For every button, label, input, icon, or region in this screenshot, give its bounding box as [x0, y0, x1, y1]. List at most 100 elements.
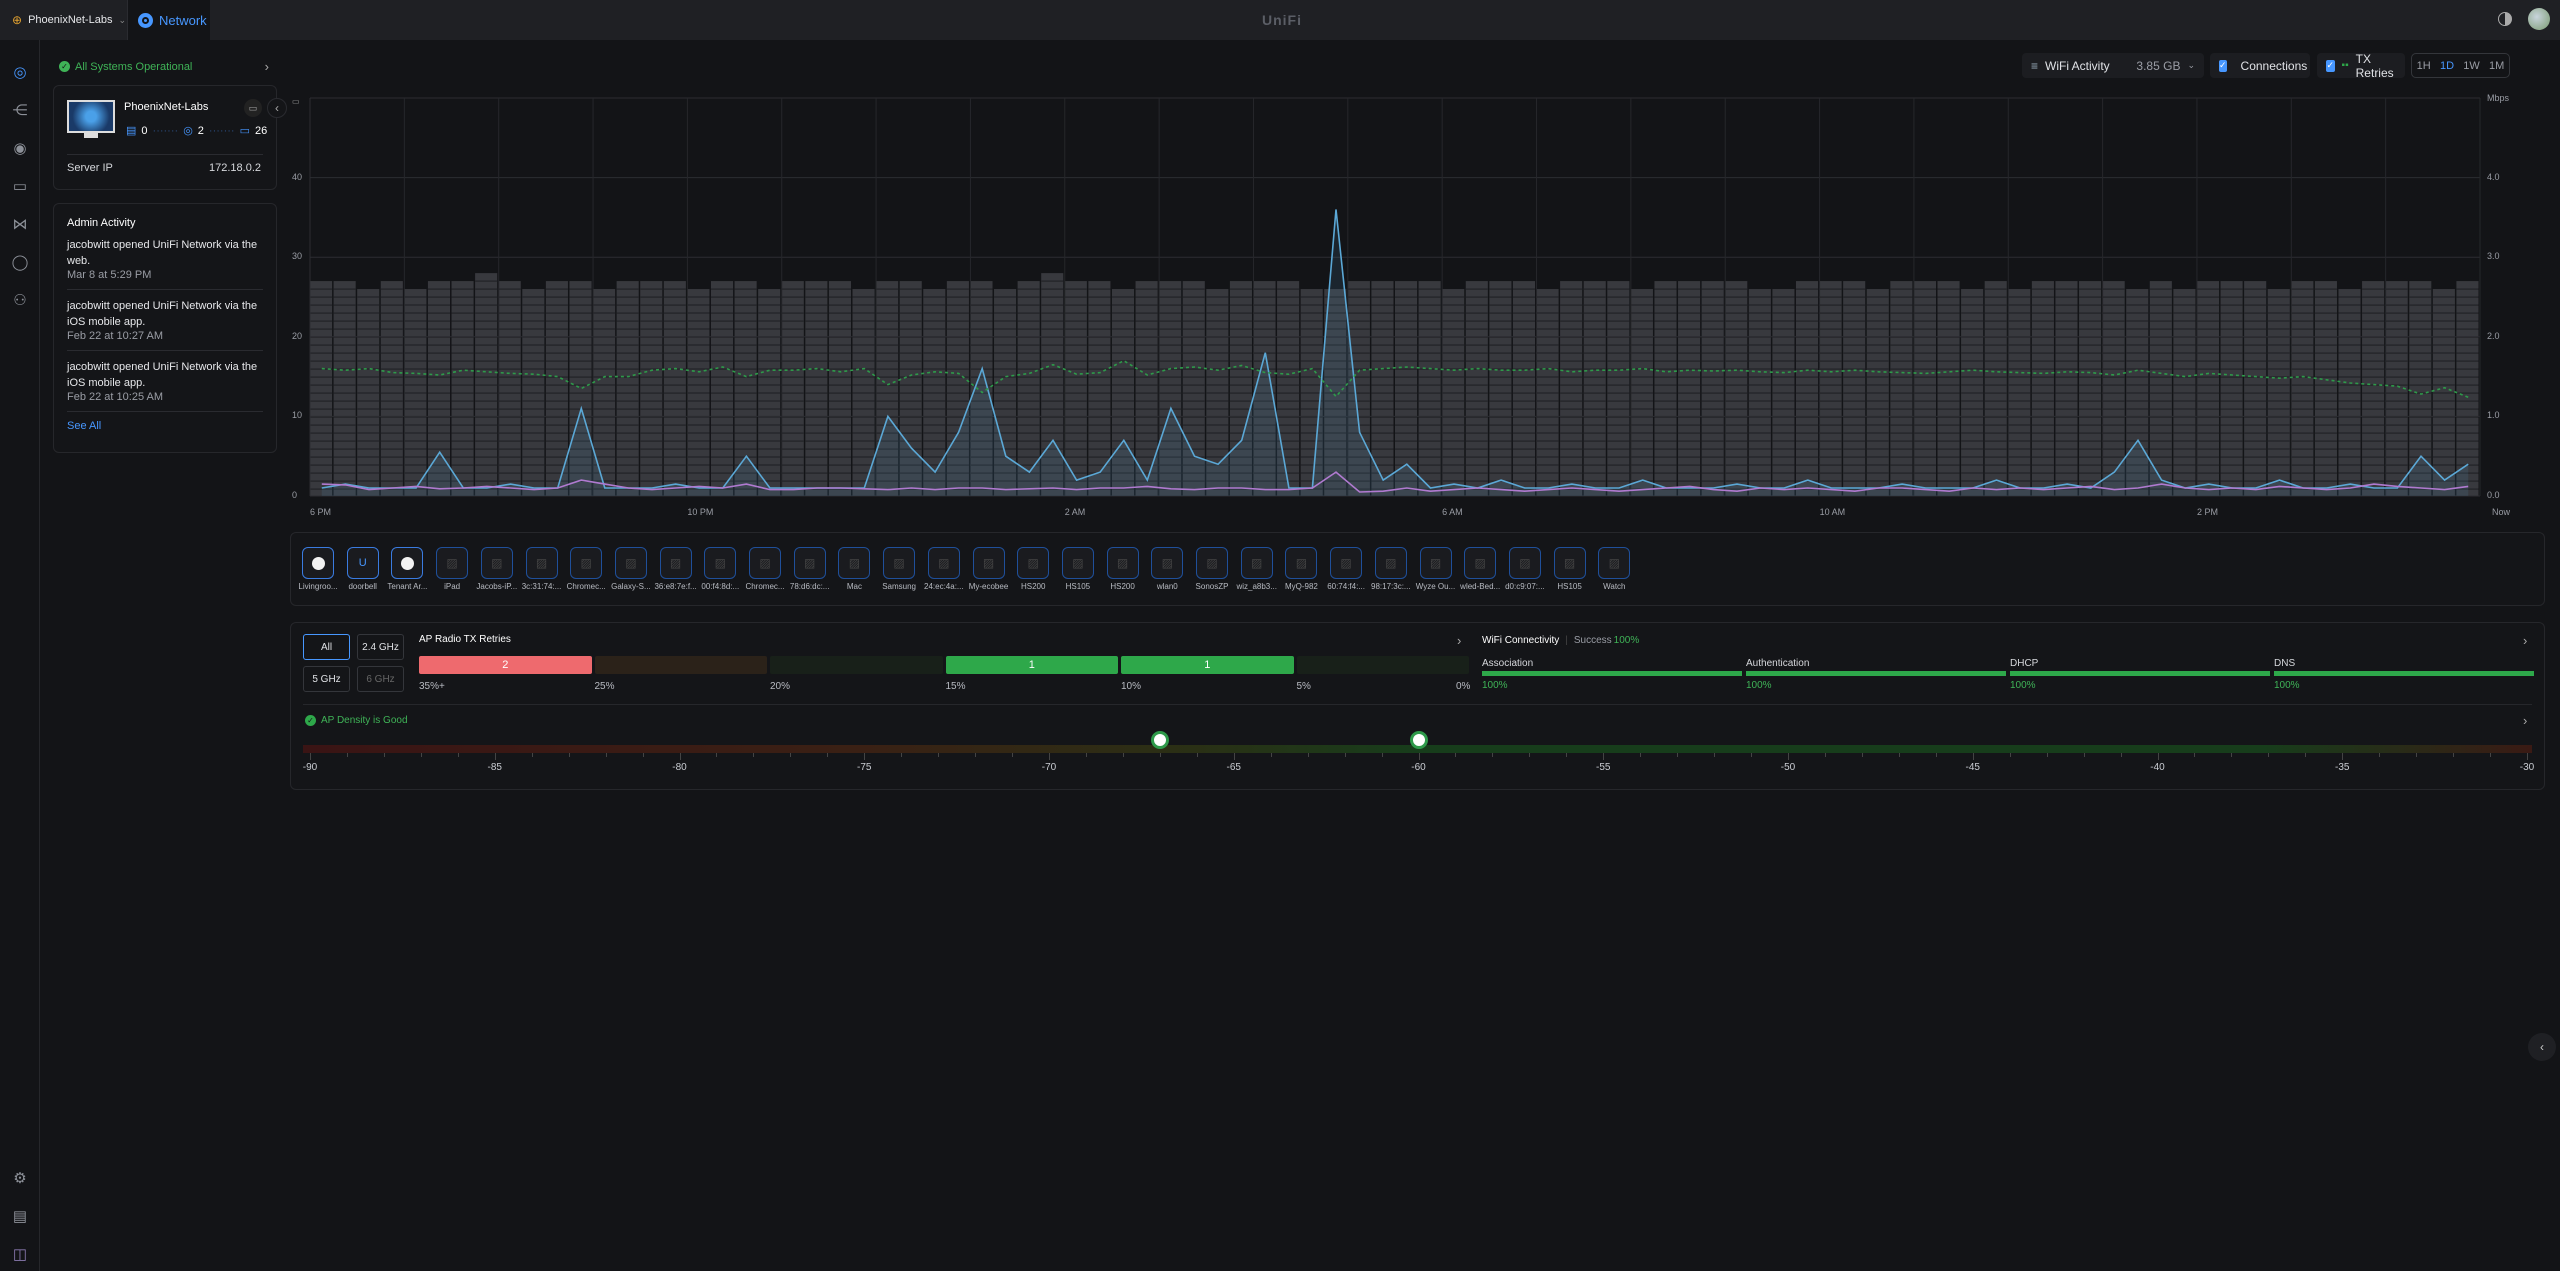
device-icon[interactable]: ▨	[1061, 547, 1094, 579]
device-icon[interactable]: ▨	[480, 547, 513, 579]
connections-bar	[1843, 281, 1866, 496]
device-icon[interactable]: ▨	[1106, 547, 1139, 579]
server-ip: 172.18.0.2	[209, 162, 261, 174]
connections-bar	[2220, 281, 2243, 496]
innerspace-icon[interactable]: ◫	[12, 1246, 28, 1263]
density-tick-mark	[310, 753, 311, 760]
topology-icon[interactable]: ⋲	[12, 102, 28, 119]
device-icon[interactable]: ▨	[1553, 547, 1586, 579]
device-icon[interactable]: ▨	[749, 547, 781, 579]
tx-retries-chevron-icon[interactable]: ›	[1457, 633, 1462, 648]
density-tick-mark	[2194, 753, 2196, 757]
connections-label: Connections	[2240, 58, 2308, 73]
collapse-panel-button[interactable]: ‹	[267, 98, 287, 118]
device-icon[interactable]: ▨	[838, 547, 871, 579]
band-5-button[interactable]: 5 GHz	[303, 666, 350, 692]
device-icon[interactable]: ▨	[570, 547, 603, 579]
device-icon[interactable]: ▨	[1374, 547, 1407, 579]
device-icon[interactable]: ▨	[614, 547, 647, 579]
ap-marker[interactable]	[1409, 731, 1428, 749]
tx-retries-segment[interactable]: 1	[1121, 656, 1294, 674]
client-devices-icon[interactable]: ▭	[12, 178, 28, 195]
admins-icon[interactable]: ⚇	[13, 292, 27, 309]
device-icon[interactable]: ▨	[927, 547, 960, 579]
device-icon[interactable]: ▨	[883, 547, 916, 579]
density-chevron-icon[interactable]: ›	[2523, 713, 2528, 728]
console-stand	[84, 133, 98, 138]
expand-side-panel-button[interactable]: ‹	[2528, 1033, 2556, 1061]
wifi-activity-select[interactable]: ≡ WiFi Activity 3.85 GB ⌄	[2022, 53, 2204, 78]
tx-retries-segment[interactable]: 1	[945, 656, 1118, 674]
device-icon[interactable]: ▨	[436, 547, 469, 579]
range-1h[interactable]: 1H	[2416, 59, 2431, 72]
system-log-icon[interactable]: ▤	[12, 1208, 28, 1225]
ap-marker[interactable]	[1150, 731, 1169, 749]
connections-bar	[640, 281, 663, 496]
band-all-button[interactable]: All	[303, 634, 350, 660]
connections-bar	[1465, 281, 1488, 496]
connections-checkbox[interactable]: ✓	[2219, 59, 2227, 72]
device-icon[interactable]: ▨	[704, 547, 737, 579]
tx-retries-segment[interactable]	[594, 656, 767, 674]
device-icon[interactable]: ▨	[1598, 547, 1631, 579]
range-1w[interactable]: 1W	[2463, 59, 2480, 72]
security-icon[interactable]: ◯	[11, 254, 29, 271]
router-icon[interactable]: ▭	[244, 99, 262, 117]
tx_retries-line	[321, 359, 2469, 399]
device-icon[interactable]: ▨	[972, 547, 1005, 579]
density-tick-mark	[457, 753, 459, 757]
dashboard-icon[interactable]: ◎	[13, 64, 27, 81]
unifi-logo: UniFi	[1262, 12, 1302, 28]
connectivity-chevron-icon[interactable]: ›	[2523, 633, 2528, 648]
range-1d[interactable]: 1D	[2439, 59, 2455, 72]
device-label: Samsung	[882, 582, 916, 591]
insights-icon[interactable]: ⋈	[12, 216, 28, 233]
band-6-button[interactable]: 6 GHz	[357, 666, 404, 692]
density-tick-mark	[864, 753, 866, 760]
connections-toggle[interactable]: ✓ Connections	[2210, 53, 2310, 78]
see-all-link[interactable]: See All	[67, 420, 102, 432]
user-avatar[interactable]	[2528, 8, 2550, 30]
tx-retries-toggle[interactable]: ✓ ▪▪ TX Retries	[2317, 52, 2405, 80]
density-tick-label: -90	[302, 762, 318, 773]
device-icon[interactable]: ▨	[1017, 547, 1050, 579]
connections-bar	[2409, 281, 2432, 496]
band-24-button[interactable]: 2.4 GHz	[357, 634, 404, 660]
device-icon[interactable]: ▨	[1330, 547, 1363, 579]
tx-retries-checkbox[interactable]: ✓	[2326, 59, 2335, 72]
range-1m[interactable]: 1M	[2489, 59, 2505, 72]
theme-toggle-icon[interactable]	[2498, 12, 2512, 26]
doorbell-icon[interactable]: U	[346, 547, 379, 579]
device-label: Galaxy-S...	[611, 582, 651, 591]
device-icon[interactable]: ▨	[525, 547, 558, 579]
device-icon[interactable]: ▨	[793, 547, 826, 579]
connections-bar	[1064, 281, 1087, 496]
connections-bar	[2149, 281, 2172, 496]
connections-bar	[1890, 281, 1913, 496]
speaker-icon[interactable]	[391, 547, 424, 579]
connections-bar	[663, 281, 686, 496]
device-label: d0:c9:07:...	[1505, 582, 1545, 591]
site-selector[interactable]: ⊕ PhoenixNet-Labs ⌄	[0, 0, 128, 40]
connectivity-step-label: DHCP	[2010, 658, 2039, 669]
device-label: Mac	[846, 582, 862, 591]
device-icon[interactable]: ▨	[1419, 547, 1452, 579]
tx-retries-segment[interactable]: 2	[419, 656, 592, 674]
device-icon[interactable]: ▨	[1196, 547, 1228, 579]
device-icon[interactable]: ▨	[1464, 547, 1497, 579]
tx-retries-segment[interactable]	[770, 656, 943, 674]
settings-icon[interactable]: ⚙	[13, 1170, 27, 1187]
device-icon[interactable]: ▨	[1508, 547, 1541, 579]
device-icon[interactable]: ▨	[659, 547, 692, 579]
speaker-icon[interactable]	[302, 547, 334, 579]
device-icon[interactable]: ▨	[1240, 547, 1273, 579]
device-icon[interactable]: ▨	[1285, 547, 1318, 579]
system-status[interactable]: ✓ All Systems Operational ›	[59, 59, 269, 74]
tx-retries-segment[interactable]	[1296, 656, 1469, 674]
network-tab[interactable]: Network	[128, 0, 210, 40]
unifi-devices-icon[interactable]: ◉	[13, 140, 27, 157]
device-icon[interactable]: ▨	[1151, 547, 1184, 579]
density-tick-label: -75	[857, 762, 872, 773]
check-circle-icon: ✓	[305, 715, 316, 726]
y-left-tick-label: 10	[292, 410, 303, 421]
